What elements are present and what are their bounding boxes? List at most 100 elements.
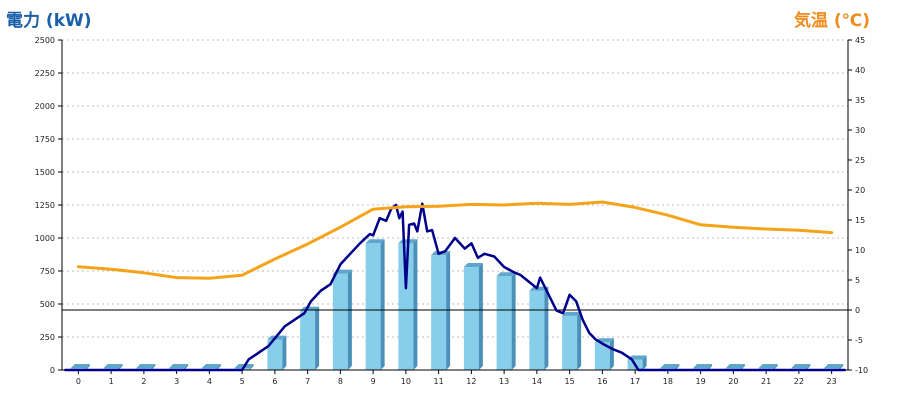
bar-side <box>282 335 287 370</box>
bar-side <box>740 364 745 370</box>
bar-top <box>70 364 90 369</box>
x-tick-label: 20 <box>728 377 738 386</box>
y-left-tick-label: 1500 <box>35 168 55 177</box>
bar-side <box>216 364 221 370</box>
bar-top <box>201 364 221 369</box>
bar-side <box>380 239 385 370</box>
y-left-tick-label: 250 <box>40 333 55 342</box>
bar <box>332 273 348 370</box>
y-right-tick-label: 40 <box>855 66 865 75</box>
y-right-tick-label: 10 <box>855 246 865 255</box>
bar-side <box>315 306 320 370</box>
y-axis-right-label: 気温 (℃) <box>793 11 870 31</box>
bar-top <box>758 364 778 369</box>
bar-side <box>249 364 254 370</box>
y-left-tick-label: 1000 <box>35 234 55 243</box>
bar-side <box>577 311 582 370</box>
x-tick-label: 13 <box>499 377 509 386</box>
y-right-tick-label: 5 <box>855 276 860 285</box>
x-tick-label: 6 <box>272 377 277 386</box>
bar-top <box>791 364 811 369</box>
bar-side <box>839 364 844 370</box>
y-axis-left-label: 電力 (kW) <box>6 11 92 31</box>
x-tick-label: 11 <box>434 377 444 386</box>
x-tick-label: 4 <box>207 377 212 386</box>
bar-side <box>511 272 516 370</box>
x-tick-label: 15 <box>565 377 575 386</box>
bar <box>267 339 283 370</box>
bar-top <box>660 364 680 369</box>
x-tick-label: 9 <box>371 377 376 386</box>
x-tick-label: 23 <box>827 377 837 386</box>
bar-side <box>806 364 811 370</box>
bar-side <box>347 269 352 370</box>
bar-top <box>496 272 516 277</box>
bar-side <box>151 364 156 370</box>
x-tick-label: 5 <box>240 377 245 386</box>
y-right-tick-label: 15 <box>855 216 865 225</box>
y-right-tick-label: 30 <box>855 126 865 135</box>
y-left-tick-label: 2000 <box>35 102 55 111</box>
bar-top <box>103 364 123 369</box>
bar-top <box>529 286 549 291</box>
bar-side <box>544 286 549 370</box>
x-tick-label: 17 <box>630 377 640 386</box>
y-left-tick-label: 0 <box>50 366 55 375</box>
bar-top <box>365 239 385 244</box>
y-left-tick-label: 1750 <box>35 135 55 144</box>
bar <box>365 243 381 370</box>
x-tick-label: 8 <box>338 377 343 386</box>
bar-side <box>413 239 418 370</box>
y-left-tick-label: 750 <box>40 267 55 276</box>
x-tick-label: 1 <box>109 377 114 386</box>
temperature-line <box>76 200 834 280</box>
x-tick-label: 7 <box>305 377 310 386</box>
bar <box>463 267 479 370</box>
bar-top <box>693 364 713 369</box>
x-tick-label: 10 <box>401 377 411 386</box>
x-tick-label: 19 <box>696 377 706 386</box>
y-right-tick-label: -10 <box>855 366 868 375</box>
y-right-tick-label: 45 <box>855 36 865 45</box>
bar-side <box>773 364 778 370</box>
bar-top <box>562 311 582 316</box>
bar-top <box>136 364 156 369</box>
y-left-tick-label: 1250 <box>35 201 55 210</box>
x-tick-label: 3 <box>174 377 179 386</box>
bar-side <box>446 251 451 370</box>
y-left-tick-label: 2250 <box>35 69 55 78</box>
x-tick-label: 16 <box>597 377 607 386</box>
y-left-tick-label: 500 <box>40 300 55 309</box>
bar <box>398 243 414 370</box>
power-line <box>64 202 846 372</box>
y-right-tick-label: 20 <box>855 186 865 195</box>
y-right-tick-label: 25 <box>855 156 865 165</box>
x-tick-label: 0 <box>76 377 81 386</box>
bar <box>496 276 512 370</box>
bar <box>594 342 610 370</box>
bar-top <box>463 263 483 268</box>
bar <box>300 310 316 370</box>
y-left-tick-label: 2500 <box>35 36 55 45</box>
bar <box>431 255 447 370</box>
y-right-tick-label: 0 <box>855 306 860 315</box>
bar-top <box>725 364 745 369</box>
x-tick-label: 21 <box>761 377 771 386</box>
y-right-tick-label: 35 <box>855 96 865 105</box>
bar-side <box>675 364 680 370</box>
bar <box>529 290 545 370</box>
bar-top <box>169 364 189 369</box>
x-tick-label: 2 <box>141 377 146 386</box>
bar-side <box>184 364 189 370</box>
x-tick-label: 14 <box>532 377 542 386</box>
x-tick-label: 12 <box>466 377 476 386</box>
bar <box>562 315 578 370</box>
bar-side <box>708 364 713 370</box>
bar-top <box>824 364 844 369</box>
bar-side <box>85 364 90 370</box>
bar-side <box>478 263 483 370</box>
bar-side <box>642 355 647 370</box>
x-tick-label: 22 <box>794 377 804 386</box>
y-right-tick-label: -5 <box>855 336 863 345</box>
